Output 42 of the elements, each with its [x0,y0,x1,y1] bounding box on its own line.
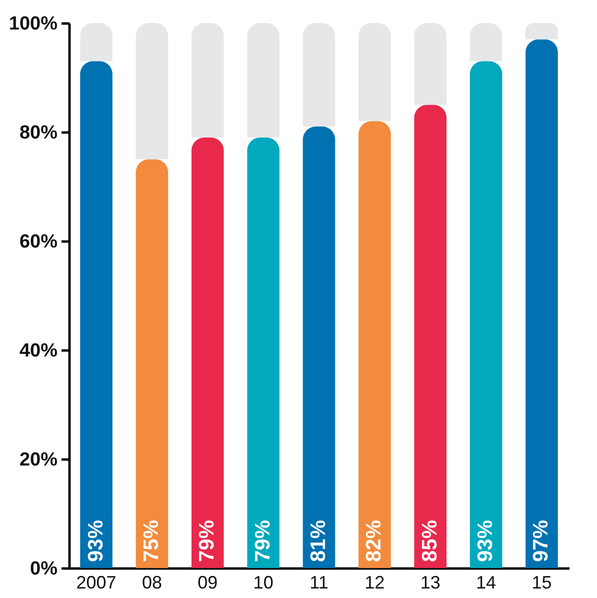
bar [80,61,112,568]
data-label: 82% [362,520,386,562]
x-tick-label: 12 [364,572,385,592]
data-label: 79% [251,520,274,562]
bar [526,23,558,40]
x-tick-label: 08 [142,572,162,592]
bar [80,23,112,62]
y-tick-label: 20% [19,450,58,470]
x-tick-label: 2007 [76,572,116,592]
y-tick-label: 60% [19,232,58,252]
bar [136,23,168,160]
bar [470,61,502,568]
bar [526,39,558,568]
bar [470,23,502,62]
bar [358,121,391,568]
bar [191,137,224,568]
data-label: 85% [418,520,442,562]
x-tick-label: 09 [198,572,218,592]
data-label: 97% [530,520,553,562]
data-label: 81% [307,520,330,562]
y-tick-label: 80% [19,122,58,144]
x-tick-label: 13 [420,572,440,592]
data-label: 79% [196,520,219,562]
data-label: 93% [84,520,108,562]
x-tick-label: 14 [476,572,496,592]
bar [302,126,336,568]
bar [358,23,391,122]
data-label: 75% [140,520,163,562]
bar [191,23,224,138]
x-tick-label: 15 [532,572,552,592]
bar [414,23,447,105]
bar [302,23,336,127]
y-tick-label: 0% [30,558,58,580]
bar [247,137,280,568]
data-label: 93% [474,520,498,562]
bar [414,104,447,568]
x-tick-label: 10 [253,572,274,592]
bar [136,159,168,568]
x-tick-label: 11 [310,572,328,592]
bar [247,23,280,138]
y-tick-label: 100% [8,14,58,34]
y-tick-label: 40% [19,340,58,362]
